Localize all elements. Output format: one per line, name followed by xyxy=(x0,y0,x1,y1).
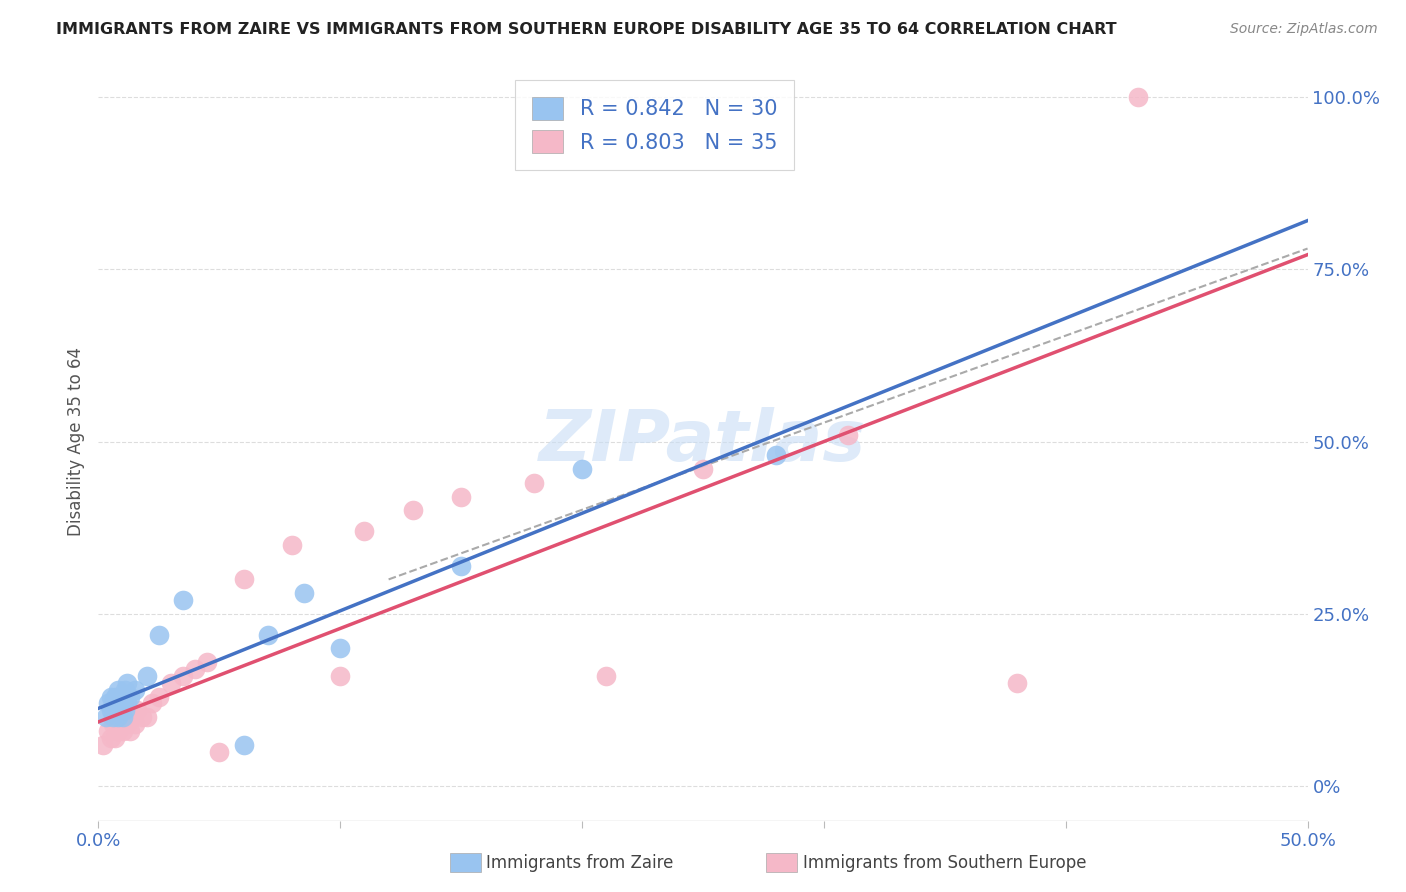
Point xyxy=(837,427,859,442)
Point xyxy=(450,558,472,573)
Point xyxy=(100,731,122,745)
Point xyxy=(523,475,546,490)
Point xyxy=(108,717,131,731)
Point xyxy=(172,593,194,607)
Point xyxy=(114,710,136,724)
Point xyxy=(101,697,124,711)
Point xyxy=(765,448,787,462)
Point xyxy=(114,682,136,697)
Point xyxy=(172,669,194,683)
Point xyxy=(118,690,141,704)
Point xyxy=(101,717,124,731)
Point xyxy=(108,703,131,717)
Point xyxy=(100,703,122,717)
Point xyxy=(97,697,120,711)
Point xyxy=(1007,675,1029,690)
Point xyxy=(148,690,170,704)
Legend: R = 0.842   N = 30, R = 0.803   N = 35: R = 0.842 N = 30, R = 0.803 N = 35 xyxy=(515,80,794,169)
Point xyxy=(124,682,146,697)
Point xyxy=(135,710,157,724)
Point xyxy=(101,710,124,724)
Point xyxy=(114,703,136,717)
Point xyxy=(131,710,153,724)
Point xyxy=(104,690,127,704)
Point xyxy=(292,586,315,600)
Text: IMMIGRANTS FROM ZAIRE VS IMMIGRANTS FROM SOUTHERN EUROPE DISABILITY AGE 35 TO 64: IMMIGRANTS FROM ZAIRE VS IMMIGRANTS FROM… xyxy=(56,22,1116,37)
Point xyxy=(94,710,117,724)
Point xyxy=(160,675,183,690)
Point xyxy=(281,538,304,552)
Point xyxy=(595,669,617,683)
Point xyxy=(107,724,129,739)
Point xyxy=(124,717,146,731)
Point xyxy=(450,490,472,504)
Point xyxy=(117,675,139,690)
Point xyxy=(1128,90,1150,104)
Point xyxy=(104,731,127,745)
Point xyxy=(692,462,714,476)
Point xyxy=(97,724,120,739)
Point xyxy=(111,697,134,711)
Point xyxy=(107,710,129,724)
Point xyxy=(571,462,593,476)
Point xyxy=(232,573,254,587)
Point xyxy=(402,503,425,517)
Point xyxy=(107,682,129,697)
Point xyxy=(329,641,352,656)
Point xyxy=(100,690,122,704)
Text: Immigrants from Zaire: Immigrants from Zaire xyxy=(486,854,673,871)
Point xyxy=(208,745,231,759)
Point xyxy=(117,717,139,731)
Point xyxy=(195,655,218,669)
Point xyxy=(135,669,157,683)
Point xyxy=(127,703,149,717)
Y-axis label: Disability Age 35 to 64: Disability Age 35 to 64 xyxy=(66,347,84,536)
Point xyxy=(329,669,352,683)
Point xyxy=(118,724,141,739)
Point xyxy=(121,710,143,724)
Point xyxy=(117,697,139,711)
Point xyxy=(256,627,278,641)
Point xyxy=(232,738,254,752)
Text: Source: ZipAtlas.com: Source: ZipAtlas.com xyxy=(1230,22,1378,37)
Point xyxy=(111,724,134,739)
Point xyxy=(184,662,207,676)
Point xyxy=(141,697,163,711)
Point xyxy=(91,738,114,752)
Point xyxy=(353,524,375,538)
Point xyxy=(108,690,131,704)
Text: Immigrants from Southern Europe: Immigrants from Southern Europe xyxy=(803,854,1087,871)
Point xyxy=(111,710,134,724)
Text: ZIPatlas: ZIPatlas xyxy=(540,407,866,476)
Point xyxy=(148,627,170,641)
Point xyxy=(104,703,127,717)
